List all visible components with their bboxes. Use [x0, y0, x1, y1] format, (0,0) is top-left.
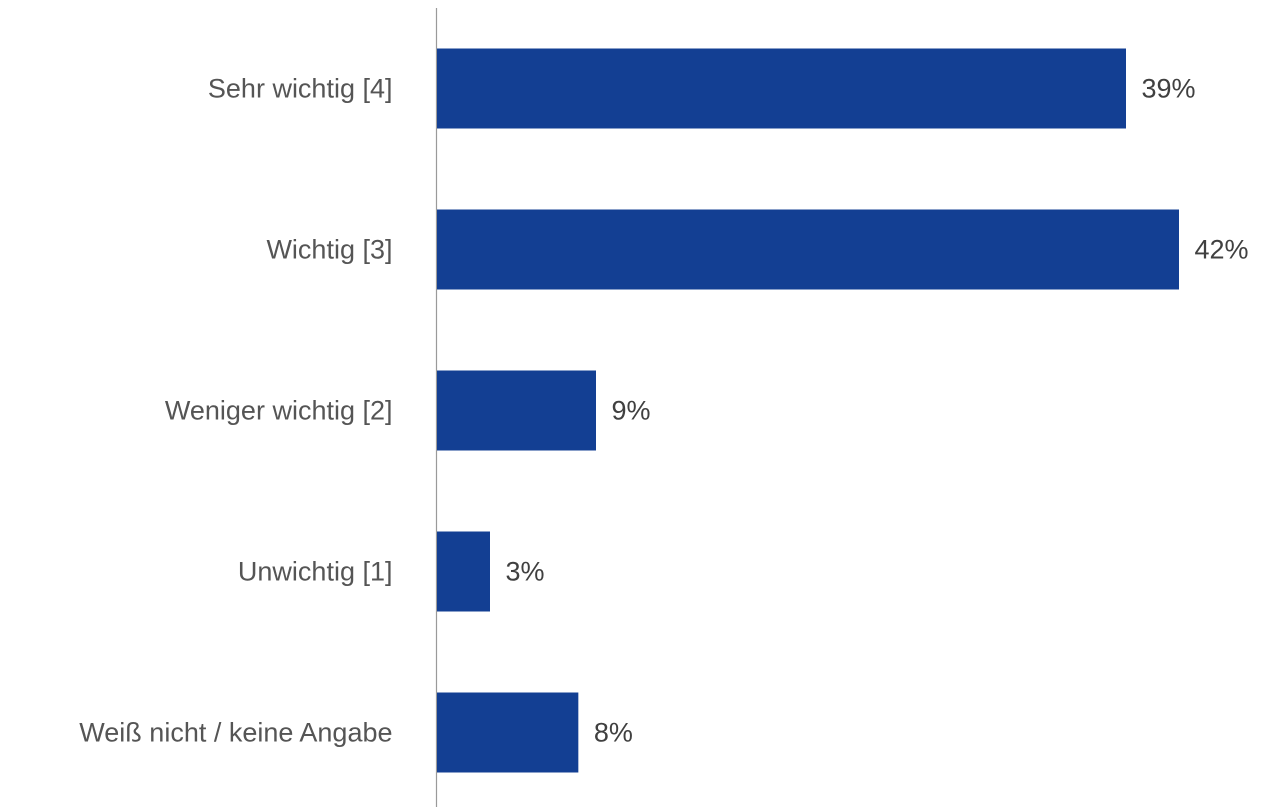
value-label-1: 42% — [1195, 235, 1249, 265]
category-labels-group: Sehr wichtig [4] Wichtig [3] Weniger wicht… — [79, 74, 392, 748]
value-label-0: 39% — [1142, 74, 1196, 104]
category-label-3: Unwichtig [1] — [238, 557, 393, 587]
bar-2 — [437, 370, 596, 451]
category-label-0: Sehr wichtig [4] — [208, 74, 393, 104]
category-label-4: Weiß nicht / keine Angabe — [79, 718, 392, 748]
bar-4 — [437, 692, 579, 773]
bar-1 — [437, 209, 1179, 290]
bars-group — [437, 48, 1179, 773]
category-label-1: Wichtig [3] — [266, 235, 392, 265]
bar-0 — [437, 48, 1126, 129]
bar-3 — [437, 531, 490, 612]
value-label-3: 3% — [506, 557, 545, 587]
value-labels-group: 39% 42% 9% 3% 8% — [506, 74, 1249, 748]
category-label-2: Weniger wichtig [2] — [165, 396, 393, 426]
value-label-2: 9% — [612, 396, 651, 426]
value-label-4: 8% — [594, 718, 633, 748]
